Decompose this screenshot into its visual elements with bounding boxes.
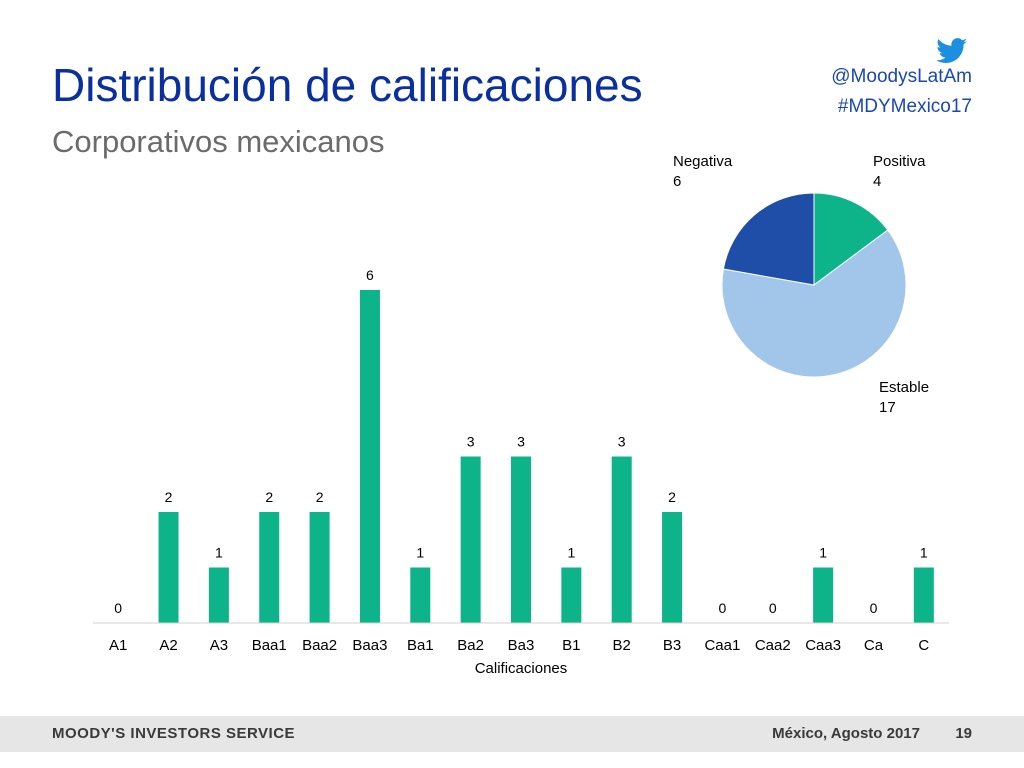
bar-value-label: 2 (316, 489, 324, 505)
page-subtitle: Corporativos mexicanos (52, 124, 385, 159)
bar-Baa1 (259, 512, 280, 623)
x-tick-label: Baa1 (252, 637, 287, 654)
bar-value-label: 0 (870, 600, 878, 616)
bar-Ba1 (410, 567, 431, 623)
bar-value-label: 1 (567, 545, 575, 561)
twitter-bird-icon (936, 38, 968, 63)
bar-value-label: 0 (769, 600, 777, 616)
hashtag-link[interactable]: #MDYMexico17 (837, 96, 972, 117)
x-tick-label: A1 (109, 637, 127, 654)
x-tick-label: Caa1 (704, 637, 740, 654)
bar-C (913, 567, 934, 623)
bar-value-label: 2 (165, 489, 173, 505)
bar-value-label: 1 (819, 545, 827, 561)
x-tick-label: Caa3 (805, 637, 841, 654)
x-tick-label: Caa2 (755, 637, 791, 654)
x-tick-label: Baa2 (302, 637, 337, 654)
footer-brand: MOODY'S INVESTORS SERVICE (52, 725, 296, 742)
bar-Baa2 (309, 512, 330, 623)
bar-value-label: 6 (366, 267, 374, 283)
pie-label-value: 4 (873, 173, 881, 190)
x-tick-label: B1 (562, 637, 580, 654)
bar-B1 (561, 567, 582, 623)
x-tick-label: Baa3 (352, 637, 387, 654)
pie-slice-negativa (722, 192, 815, 286)
footer-date: México, Agosto 2017 (772, 725, 920, 742)
x-tick-label: Ba3 (508, 637, 535, 654)
bar-A3 (208, 567, 229, 623)
pie-slice-positiva (813, 192, 889, 286)
bar-B3 (662, 512, 683, 623)
bar-value-label: 0 (719, 600, 727, 616)
bar-value-label: 2 (265, 489, 273, 505)
bar-value-label: 3 (517, 434, 525, 450)
bar-value-label: 1 (416, 545, 424, 561)
bar-Ba3 (511, 456, 531, 623)
x-tick-label: B2 (613, 637, 631, 654)
bar-Caa3 (813, 567, 834, 623)
x-tick-label: Ba2 (457, 637, 484, 654)
x-tick-label: B3 (663, 637, 681, 654)
chart-canvas: 0 A1 2 A2 1 A3 2 Baa1 2 Baa2 6 Baa3 1 Ba1 3 Ba2 3 Ba3 1 B1 3… (93, 153, 949, 677)
twitter-handle-link[interactable]: @MoodysLatAm (831, 66, 972, 87)
bar-value-label: 1 (920, 545, 928, 561)
bar-Ba2 (460, 456, 481, 623)
bar-A2 (158, 512, 179, 623)
bar-value-label: 3 (618, 434, 626, 450)
x-tick-label: A2 (159, 637, 177, 654)
bar-value-label: 1 (215, 545, 223, 561)
x-tick-label: C (918, 637, 929, 654)
pie-slice-estable (721, 229, 907, 378)
pie-label-value: 17 (879, 399, 896, 416)
bar-B2 (611, 456, 632, 623)
footer-bar: MOODY'S INVESTORS SERVICE México, Agosto… (0, 716, 1024, 752)
bar-value-label: 0 (114, 600, 122, 616)
bar-value-label: 2 (668, 489, 676, 505)
pie-label-name: Estable (879, 379, 929, 396)
pie-label-name: Positiva (873, 153, 926, 170)
pie-label-name: Negativa (673, 153, 733, 170)
x-tick-label: Ca (864, 637, 884, 654)
x-tick-label: A3 (210, 637, 228, 654)
page-title: Distribución de calificaciones (52, 59, 643, 111)
bar-value-label: 3 (467, 434, 475, 450)
x-tick-label: Ba1 (407, 637, 434, 654)
page-number: 19 (955, 725, 972, 742)
bar-Baa3 (359, 290, 380, 623)
pie-label-value: 6 (673, 173, 681, 190)
x-axis-title: Calificaciones (475, 660, 568, 677)
